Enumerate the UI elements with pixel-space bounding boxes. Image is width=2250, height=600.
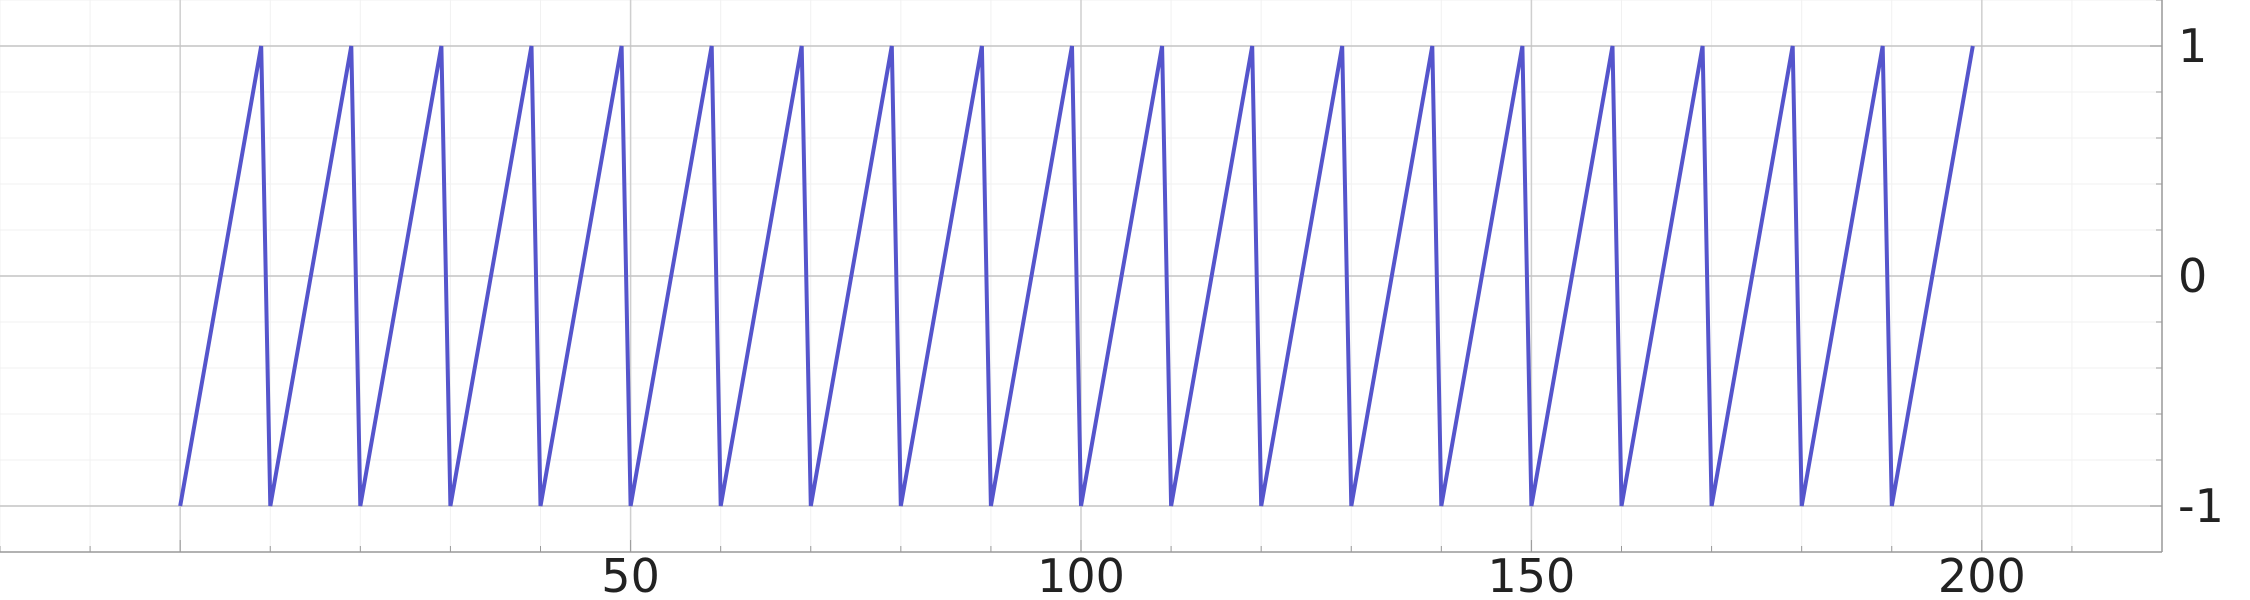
y-tick-label: -1 xyxy=(2178,479,2224,533)
tick-labels: 50 100 150 200 1 0 -1 xyxy=(601,19,2224,600)
x-tick-label: 150 xyxy=(1488,549,1576,600)
x-tick-label: 100 xyxy=(1037,549,1125,600)
y-tick-label: 0 xyxy=(2178,249,2207,303)
x-tick-label: 50 xyxy=(601,549,660,600)
y-tick-label: 1 xyxy=(2178,19,2207,73)
series-line xyxy=(178,45,1975,507)
axes xyxy=(0,0,2163,553)
series-layer xyxy=(178,45,1975,507)
x-tick-label: 200 xyxy=(1938,549,2026,600)
